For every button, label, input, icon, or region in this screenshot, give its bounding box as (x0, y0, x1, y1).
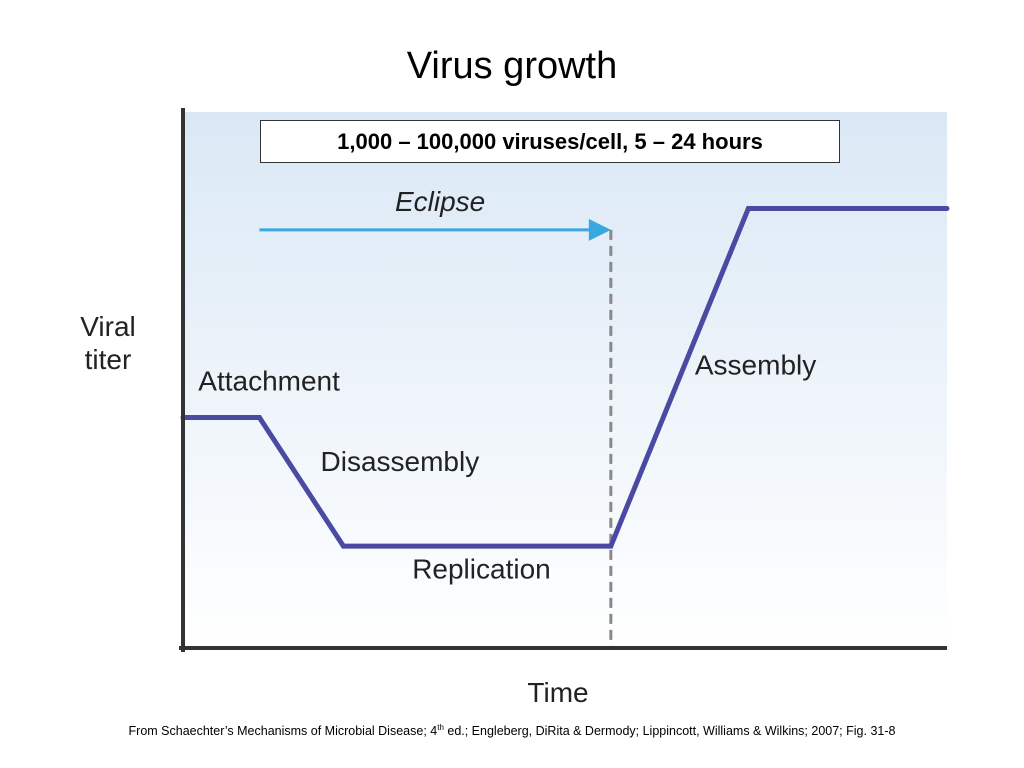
citation-text: From Schaechter’s Mechanisms of Microbia… (128, 724, 438, 738)
growth-curve-point (340, 543, 346, 549)
citation-superscript: th (437, 722, 444, 732)
growth-curve-point (944, 205, 950, 211)
phase-label-replication: Replication (412, 553, 551, 584)
slide-title: Virus growth (406, 45, 618, 87)
y-axis-label-line-1: Viral (80, 311, 136, 342)
citation: From Schaechter’s Mechanisms of Microbia… (0, 722, 1024, 738)
growth-curve-line (183, 205, 947, 549)
eclipse-arrow-head (588, 218, 611, 241)
phase-label-attachment: Attachment (198, 366, 340, 397)
phase-label-assembly: Assembly (695, 350, 816, 381)
y-axis-label-line-2: titer (85, 344, 132, 375)
plot-background (183, 112, 947, 648)
eclipse-label: Eclipse (395, 186, 485, 217)
growth-curve-point (608, 543, 614, 549)
growth-curve-point (256, 415, 262, 421)
phase-label-disassembly: Disassembly (321, 446, 480, 477)
growth-curve-point (745, 205, 751, 211)
info-box: 1,000 – 100,000 viruses/cell, 5 – 24 hou… (260, 120, 840, 163)
x-axis-label: Time (527, 677, 588, 708)
citation-text-rest: ed.; Engleberg, DiRita & Dermody; Lippin… (443, 724, 896, 738)
